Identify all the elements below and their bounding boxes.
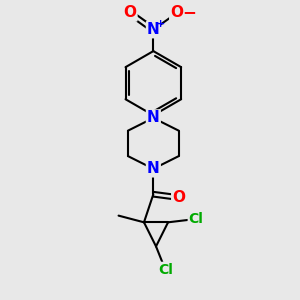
Text: Cl: Cl	[158, 263, 173, 277]
Text: N: N	[147, 110, 160, 125]
Text: Cl: Cl	[189, 212, 204, 226]
Text: O: O	[123, 5, 136, 20]
Text: O: O	[170, 5, 183, 20]
Text: N: N	[147, 161, 160, 176]
Text: +: +	[155, 19, 165, 29]
Text: O: O	[172, 190, 185, 205]
Text: −: −	[182, 3, 197, 21]
Text: N: N	[147, 22, 160, 37]
